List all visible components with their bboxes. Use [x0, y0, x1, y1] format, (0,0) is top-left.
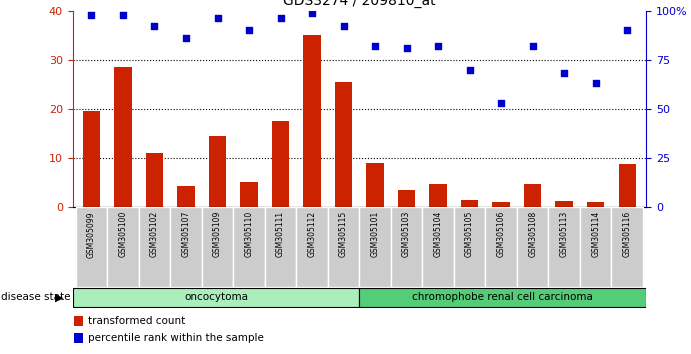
Point: [590, 80, 601, 86]
Bar: [618, 164, 636, 207]
Bar: [107, 207, 139, 287]
Bar: [493, 202, 510, 207]
Bar: [587, 202, 605, 207]
Bar: [485, 207, 517, 287]
Bar: [272, 121, 290, 207]
Bar: [398, 190, 415, 207]
Bar: [429, 183, 447, 207]
Text: GSM305106: GSM305106: [497, 211, 506, 257]
Bar: [328, 207, 359, 287]
Bar: [359, 207, 391, 287]
Point: [338, 23, 349, 29]
Bar: [303, 35, 321, 207]
Text: GSM305104: GSM305104: [433, 211, 443, 257]
Point: [307, 10, 318, 16]
Text: GSM305105: GSM305105: [465, 211, 474, 257]
Bar: [209, 136, 226, 207]
Point: [401, 45, 412, 51]
Text: oncocytoma: oncocytoma: [184, 292, 248, 302]
Text: GSM305112: GSM305112: [307, 211, 316, 257]
Bar: [612, 207, 643, 287]
Bar: [549, 207, 580, 287]
Point: [495, 100, 507, 106]
Bar: [146, 153, 163, 207]
Text: GSM305116: GSM305116: [623, 211, 632, 257]
Point: [464, 67, 475, 73]
Point: [433, 43, 444, 49]
Bar: [202, 207, 234, 287]
Bar: [170, 207, 202, 287]
Text: GSM305115: GSM305115: [339, 211, 348, 257]
Point: [558, 71, 569, 76]
Bar: [240, 182, 258, 207]
Text: GSM305108: GSM305108: [528, 211, 537, 257]
Bar: [359, 288, 646, 307]
Title: GDS3274 / 209810_at: GDS3274 / 209810_at: [283, 0, 435, 8]
Bar: [74, 333, 83, 343]
Point: [180, 35, 191, 41]
Bar: [265, 207, 296, 287]
Point: [243, 28, 254, 33]
Bar: [76, 207, 107, 287]
Bar: [74, 316, 83, 326]
Bar: [178, 187, 195, 207]
Text: GSM305099: GSM305099: [87, 211, 96, 258]
Bar: [556, 201, 573, 207]
Bar: [517, 207, 549, 287]
Bar: [366, 163, 384, 207]
Text: GSM305101: GSM305101: [370, 211, 379, 257]
Point: [370, 43, 381, 49]
Point: [275, 16, 286, 21]
Bar: [461, 200, 478, 207]
Text: GSM305114: GSM305114: [591, 211, 600, 257]
Point: [149, 23, 160, 29]
Bar: [234, 207, 265, 287]
Bar: [139, 207, 170, 287]
Point: [527, 43, 538, 49]
Text: GSM305111: GSM305111: [276, 211, 285, 257]
Bar: [83, 111, 100, 207]
Bar: [335, 82, 352, 207]
Text: GSM305113: GSM305113: [560, 211, 569, 257]
Bar: [391, 207, 422, 287]
Text: ▶: ▶: [55, 292, 64, 302]
Point: [117, 12, 129, 17]
Point: [212, 16, 223, 21]
Bar: [580, 207, 612, 287]
Text: GSM305103: GSM305103: [402, 211, 411, 257]
Bar: [524, 183, 541, 207]
Text: GSM305102: GSM305102: [150, 211, 159, 257]
Bar: [454, 207, 485, 287]
Text: disease state: disease state: [1, 292, 71, 302]
Text: GSM305110: GSM305110: [245, 211, 254, 257]
Point: [86, 12, 97, 17]
Text: percentile rank within the sample: percentile rank within the sample: [88, 333, 264, 343]
Bar: [114, 67, 132, 207]
Text: chromophobe renal cell carcinoma: chromophobe renal cell carcinoma: [413, 292, 593, 302]
Text: GSM305109: GSM305109: [213, 211, 222, 257]
Text: GSM305107: GSM305107: [182, 211, 191, 257]
Text: GSM305100: GSM305100: [118, 211, 127, 257]
Point: [622, 28, 633, 33]
Bar: [422, 207, 454, 287]
Text: transformed count: transformed count: [88, 316, 186, 326]
Bar: [73, 288, 359, 307]
Bar: [296, 207, 328, 287]
